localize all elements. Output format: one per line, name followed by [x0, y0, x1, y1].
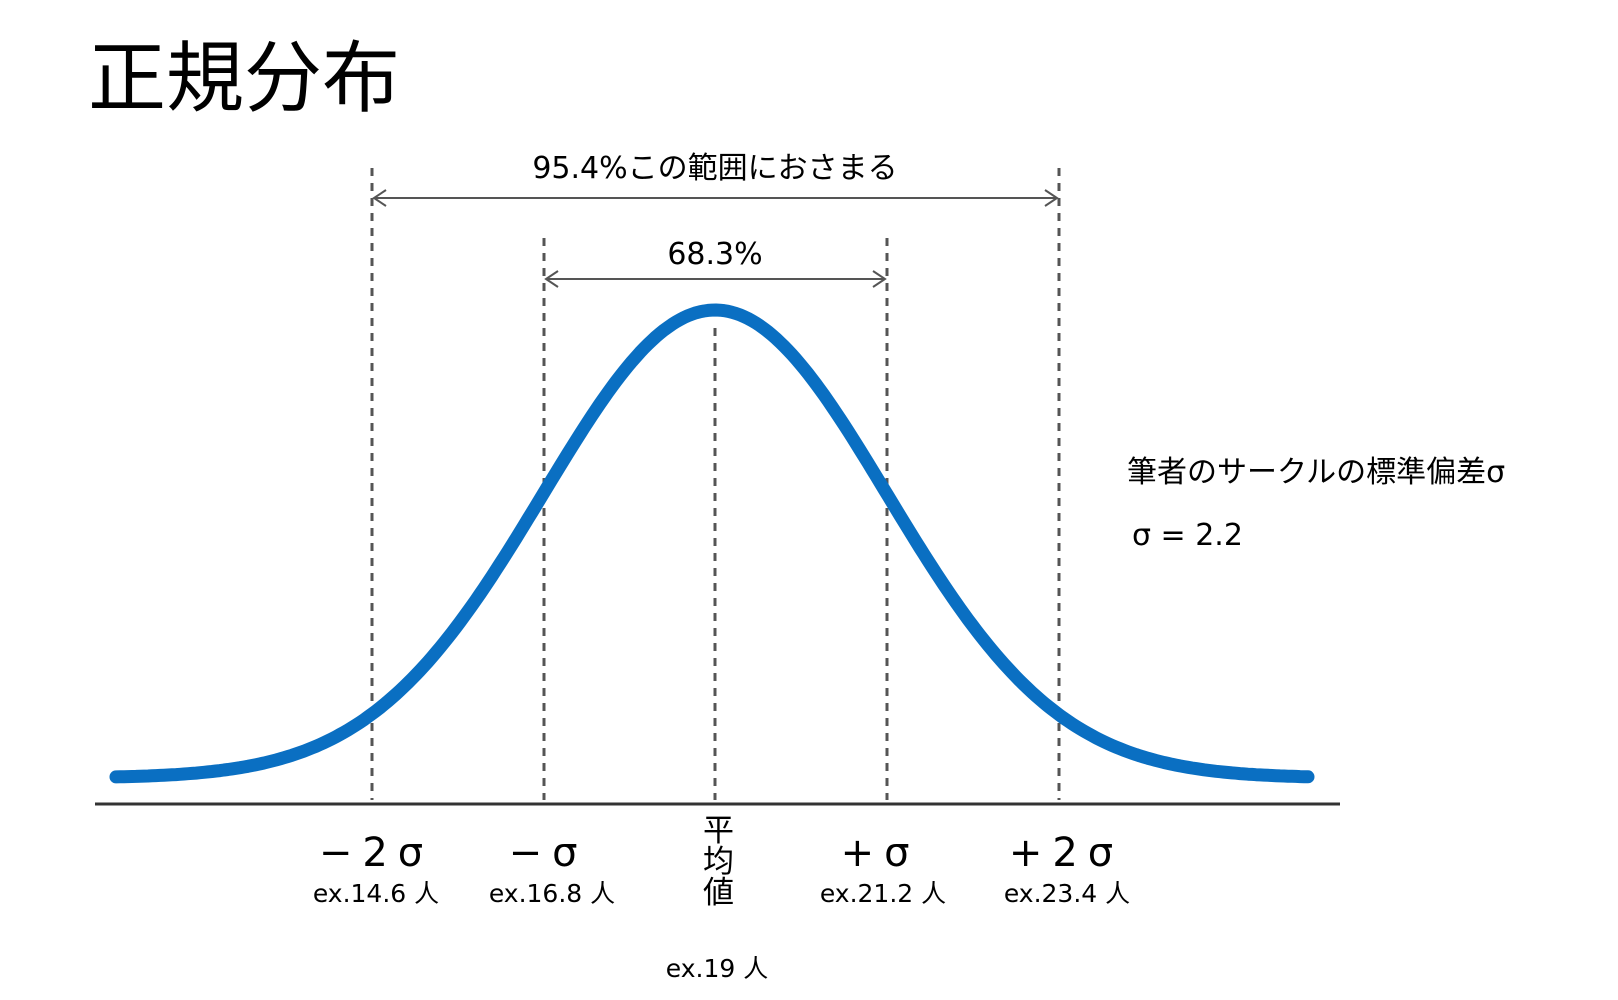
std-dev-note-value: σ = 2.2	[1132, 518, 1243, 553]
std-dev-note-title: 筆者のサークルの標準偏差σ	[1127, 455, 1505, 490]
tick-example-minus-2sigma: ex.14.6 人	[313, 879, 439, 908]
tick-label-minus-2sigma: −2σ	[319, 830, 433, 876]
tick-example-minus-sigma: ex.16.8 人	[489, 879, 615, 908]
page-title: 正規分布	[88, 34, 400, 124]
tick-label-plus-2sigma: +2σ	[1009, 830, 1123, 876]
tick-label-minus-sigma: −σ	[509, 830, 588, 876]
tick-label-plus-sigma: +σ	[841, 830, 920, 876]
outer-range-label: 95.4%この範囲におさまる	[532, 151, 897, 186]
tick-example-plus-sigma: ex.21.2 人	[820, 879, 946, 908]
tick-example-plus-2sigma: ex.23.4 人	[1004, 879, 1130, 908]
inner-range-arrow	[544, 270, 887, 288]
outer-range-arrow	[372, 189, 1059, 207]
inner-range-label: 68.3%	[667, 237, 762, 272]
tick-example-mean: ex.19 人	[666, 954, 768, 983]
bell-curve	[109, 303, 1315, 784]
tick-label-mean: 平均値	[697, 814, 734, 907]
